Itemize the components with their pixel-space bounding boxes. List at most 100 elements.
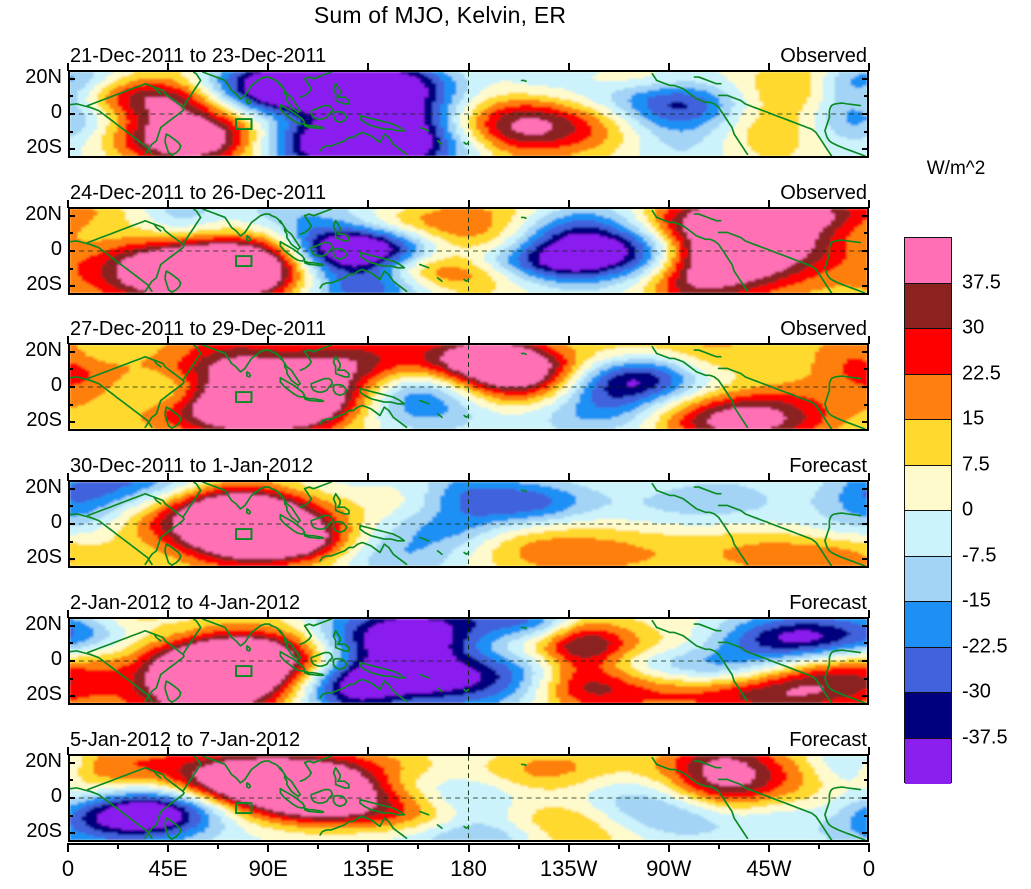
x-axis-tick xyxy=(868,747,870,755)
y-axis-minor-tick xyxy=(68,505,73,508)
x-axis-minor-tick xyxy=(817,843,820,849)
panel-header-2: 24-Dec-2011 to 26-Dec-2011 Observed xyxy=(70,182,867,206)
x-axis-tick xyxy=(167,336,170,344)
x-axis-tick xyxy=(767,336,770,344)
x-axis-tick xyxy=(567,200,570,208)
x-axis-tick xyxy=(267,63,270,71)
x-axis-tick xyxy=(567,336,570,344)
x-axis-tick xyxy=(767,610,770,618)
y-axis-label: 20N xyxy=(0,203,62,226)
x-axis-tick xyxy=(167,63,170,71)
x-axis-tick xyxy=(367,63,370,71)
x-axis-tick xyxy=(667,843,670,852)
x-axis-tick xyxy=(67,200,69,208)
x-axis-tick xyxy=(667,610,670,618)
x-axis-tick xyxy=(868,63,870,71)
y-axis-tick xyxy=(68,148,75,151)
map-panel-3[interactable] xyxy=(68,343,869,431)
panel-date-label: 30-Dec-2011 to 1-Jan-2012 xyxy=(70,455,313,478)
x-axis-tick xyxy=(167,843,170,852)
y-axis-label: 20S xyxy=(0,546,62,569)
colorbar-band-5 xyxy=(905,420,951,466)
panel-kind-label: Observed xyxy=(780,45,867,68)
y-axis-minor-tick xyxy=(864,267,869,270)
x-axis-tick xyxy=(367,200,370,208)
map-panel-4[interactable] xyxy=(68,480,869,568)
colorbar-band-6 xyxy=(905,465,951,511)
colorbar[interactable] xyxy=(904,237,952,784)
x-axis-tick xyxy=(868,843,870,852)
x-axis-label: 135W xyxy=(540,856,597,882)
y-axis-tick xyxy=(68,214,75,217)
y-axis-tick xyxy=(68,761,75,764)
y-axis-minor-tick xyxy=(864,95,869,98)
colorbar-tick-label: -7.5 xyxy=(962,544,996,567)
panel-date-label: 24-Dec-2011 to 26-Dec-2011 xyxy=(70,182,326,205)
x-axis-minor-tick xyxy=(617,843,620,849)
map-panel-1[interactable] xyxy=(68,70,869,158)
x-axis-tick xyxy=(167,747,170,755)
x-axis-tick xyxy=(367,336,370,344)
y-axis-tick xyxy=(862,250,869,252)
y-axis-label: 20N xyxy=(0,613,62,636)
y-axis-tick xyxy=(68,832,75,835)
colorbar-band-3 xyxy=(905,329,951,375)
x-axis-label: 90E xyxy=(249,856,288,882)
x-axis-tick xyxy=(67,747,69,755)
map-panel-5[interactable] xyxy=(68,617,869,705)
y-axis-minor-tick xyxy=(68,779,73,782)
colorbar-tick-label: -37.5 xyxy=(962,726,1008,749)
x-axis-tick xyxy=(267,200,270,208)
y-axis-minor-tick xyxy=(864,642,869,645)
y-axis-minor-tick xyxy=(68,677,73,680)
y-axis-minor-tick xyxy=(68,540,73,543)
y-axis-minor-tick xyxy=(864,505,869,508)
x-axis-tick xyxy=(567,473,570,481)
colorbar-tick-label: 22.5 xyxy=(962,362,1001,385)
x-axis-tick xyxy=(267,473,270,481)
y-axis-minor-tick xyxy=(864,540,869,543)
panel-kind-label: Observed xyxy=(780,318,867,341)
x-axis-tick xyxy=(467,843,470,852)
map-panel-6[interactable] xyxy=(68,754,869,842)
panel-date-label: 5-Jan-2012 to 7-Jan-2012 xyxy=(70,729,300,752)
y-axis-label: 20N xyxy=(0,339,62,362)
x-axis-minor-tick xyxy=(117,843,120,849)
y-axis-label: 20S xyxy=(0,136,62,159)
y-axis-minor-tick xyxy=(68,642,73,645)
x-axis-tick xyxy=(67,473,69,481)
y-axis-label: 20N xyxy=(0,750,62,773)
colorbar-band-10 xyxy=(905,647,951,693)
x-axis-tick xyxy=(167,200,170,208)
x-axis-tick xyxy=(567,63,570,71)
x-axis-tick xyxy=(567,610,570,618)
anomaly-field xyxy=(70,72,867,156)
x-axis-tick xyxy=(667,747,670,755)
y-axis-tick xyxy=(68,421,75,424)
y-axis-minor-tick xyxy=(68,232,73,235)
y-axis-tick xyxy=(68,113,75,115)
colorbar-band-8 xyxy=(905,556,951,602)
colorbar-tick-label: 30 xyxy=(962,317,984,340)
y-axis-label: 0 xyxy=(0,648,62,671)
colorbar-tick-label: -15 xyxy=(962,590,991,613)
x-axis-tick xyxy=(467,200,470,208)
panel-header-5: 2-Jan-2012 to 4-Jan-2012 Forecast xyxy=(70,592,867,616)
panel-date-label: 21-Dec-2011 to 23-Dec-2011 xyxy=(70,45,326,68)
map-panel-2[interactable] xyxy=(68,207,869,295)
colorbar-band-1 xyxy=(905,238,951,284)
y-axis-minor-tick xyxy=(68,368,73,371)
colorbar-unit-label: W/m^2 xyxy=(905,158,1007,180)
y-axis-tick xyxy=(862,797,869,799)
x-axis-tick xyxy=(467,63,470,71)
y-axis-tick xyxy=(68,624,75,627)
y-axis-tick xyxy=(862,487,869,490)
x-axis-tick xyxy=(767,63,770,71)
colorbar-band-7 xyxy=(905,511,951,557)
y-axis-minor-tick xyxy=(864,368,869,371)
y-axis-label: 0 xyxy=(0,785,62,808)
x-axis-tick xyxy=(267,336,270,344)
x-axis-tick xyxy=(667,473,670,481)
y-axis-minor-tick xyxy=(864,814,869,817)
x-axis-minor-tick xyxy=(517,843,520,849)
